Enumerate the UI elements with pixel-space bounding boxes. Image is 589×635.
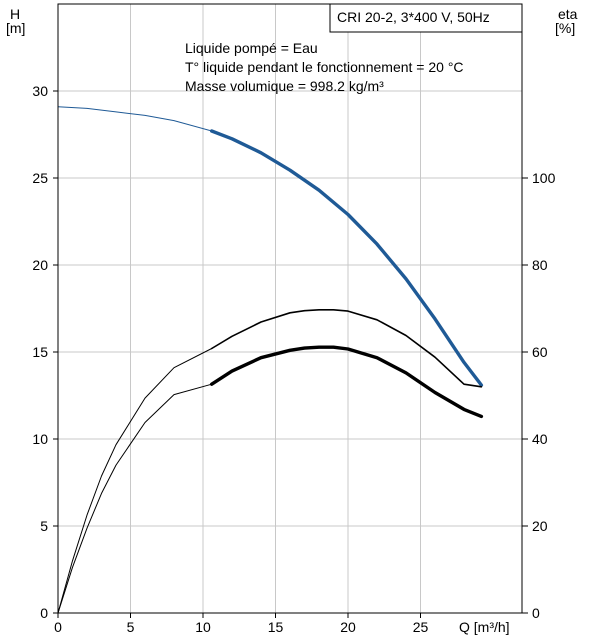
y-right-axis-unit: [%]: [555, 20, 575, 36]
x-axis-label: Q [m³/h]: [459, 619, 510, 635]
plot-frame: [57, 3, 523, 614]
x-tick-label-0: 0: [54, 619, 62, 635]
x-tick-label-5: 5: [127, 619, 135, 635]
head-curve-operating: [210, 129, 484, 387]
x-tick-label-25: 25: [413, 619, 429, 635]
y-left-tick-label-30: 30: [32, 83, 48, 99]
title-box: [329, 3, 523, 33]
x-tick-label-20: 20: [340, 619, 356, 635]
annotation-liquid: Liquide pompé = Eau: [185, 40, 318, 56]
y-left-tick-label-20: 20: [32, 257, 48, 273]
y-right-axis-name: eta: [558, 6, 578, 22]
y-left-tick-label-0: 0: [40, 605, 48, 621]
axes: 0 5 10 15 20 25 0 5 10 15 20 25 30 0 20 40 60 80 100: [32, 83, 555, 635]
annotation-density: Masse volumique = 998.2 kg/m³: [185, 78, 384, 94]
y-right-tick-label-40: 40: [532, 431, 548, 447]
y-right-tick-label-80: 80: [532, 257, 548, 273]
y-right-tick-label-100: 100: [532, 170, 556, 186]
y-right-tick-label-60: 60: [532, 344, 548, 360]
y-left-tick-label-10: 10: [32, 431, 48, 447]
x-tick-label-10: 10: [195, 619, 211, 635]
y-right-tick-label-20: 20: [532, 518, 548, 534]
efficiency-curve-upper-operating: [210, 309, 483, 388]
y-left-tick-label-5: 5: [40, 518, 48, 534]
y-left-axis-name: H: [10, 6, 20, 22]
grid-lines: [58, 4, 522, 613]
y-left-axis-unit: [m]: [6, 20, 25, 36]
efficiency-curve-lower-thin: [57, 383, 213, 614]
annotation-temperature: T° liquide pendant le fonctionnement = 2…: [185, 59, 464, 75]
curves: [57, 106, 484, 614]
x-tick-label-15: 15: [268, 619, 284, 635]
y-left-tick-label-25: 25: [32, 170, 48, 186]
y-right-tick-label-0: 0: [532, 605, 540, 621]
chart-title: CRI 20-2, 3*400 V, 50Hz: [337, 9, 490, 25]
y-left-tick-label-15: 15: [32, 344, 48, 360]
efficiency-curve-upper-thin: [57, 348, 213, 614]
head-curve-thin: [57, 106, 213, 132]
efficiency-curve-lower-operating: [210, 345, 484, 419]
